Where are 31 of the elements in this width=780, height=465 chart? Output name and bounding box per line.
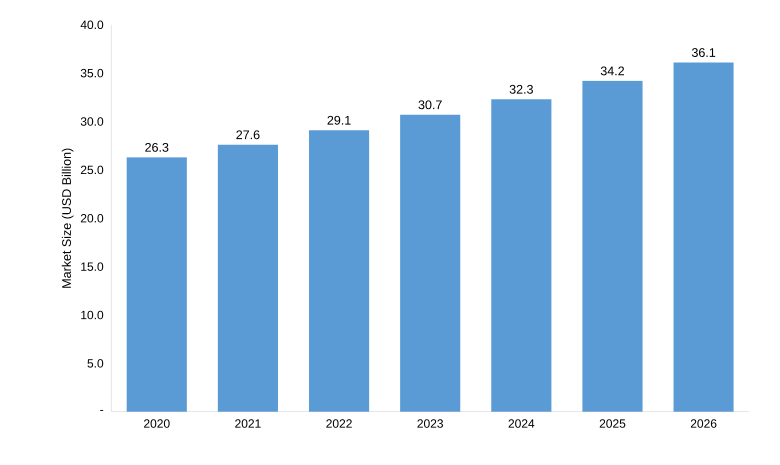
data-label: 27.6 [236, 130, 260, 140]
bar [582, 80, 643, 412]
data-label: 29.1 [328, 116, 351, 125]
y-tick-label: 30.0 [80, 117, 104, 126]
bar [491, 99, 552, 412]
data-label: 30.7 [418, 100, 442, 110]
data-label: 26.3 [145, 142, 168, 152]
y-axis-title: Market Size (USD Billion) [62, 148, 74, 288]
x-tick-label: 2023 [417, 419, 444, 428]
x-tick-label: 2025 [600, 419, 626, 428]
bar [218, 144, 278, 412]
y-tick-label: 35.0 [80, 68, 104, 78]
bar [126, 157, 187, 412]
data-label: 34.2 [600, 66, 624, 76]
y-tick-label: - [100, 410, 104, 411]
y-tick-label: 15.0 [81, 262, 104, 271]
bar [674, 62, 734, 412]
y-tick-label: 20.0 [80, 214, 104, 223]
y-tick-label: 40.0 [80, 20, 104, 30]
x-tick-label: 2026 [690, 419, 716, 428]
data-label: 32.3 [510, 84, 533, 94]
data-label: 36.1 [692, 48, 716, 57]
y-tick-label: 10.0 [81, 310, 104, 320]
bar [400, 114, 460, 412]
x-tick-label: 2024 [508, 419, 534, 428]
x-tick-label: 2020 [144, 419, 170, 428]
bar [308, 130, 370, 412]
y-tick-label: 25.0 [80, 166, 104, 174]
x-tick-label: 2022 [326, 419, 352, 428]
x-tick-label: 2021 [235, 419, 261, 428]
y-tick-label: 5.0 [87, 359, 104, 368]
